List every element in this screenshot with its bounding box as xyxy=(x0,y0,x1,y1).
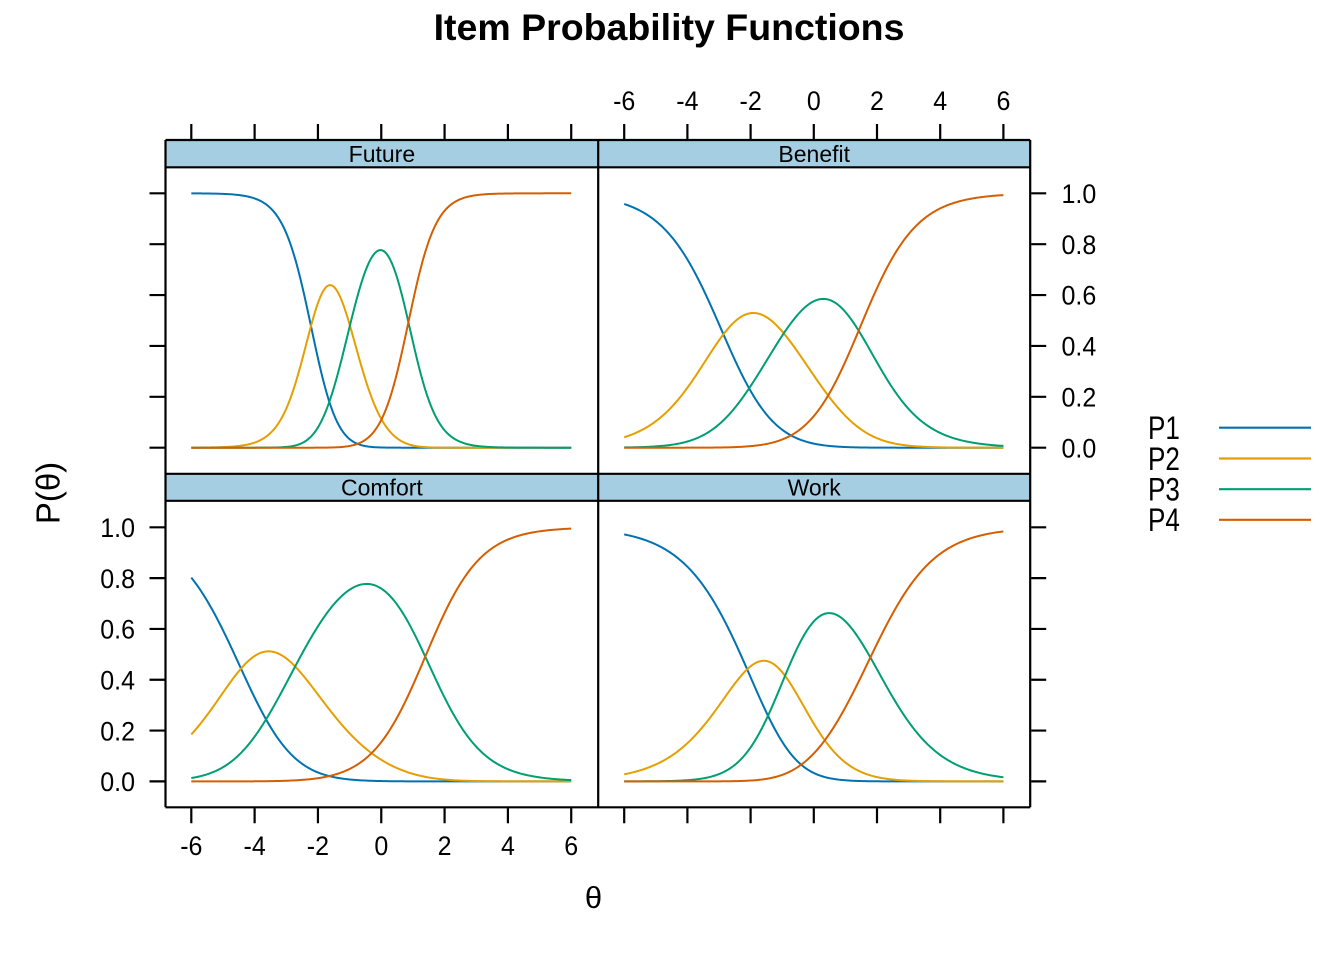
svg-text:Item Probability Functions: Item Probability Functions xyxy=(434,6,905,48)
svg-text:-2: -2 xyxy=(739,85,761,116)
svg-text:6: 6 xyxy=(996,85,1010,116)
svg-text:-4: -4 xyxy=(676,85,698,116)
svg-text:0: 0 xyxy=(374,830,388,861)
svg-text:θ: θ xyxy=(585,880,602,915)
svg-text:0.4: 0.4 xyxy=(1062,331,1097,362)
svg-text:P4: P4 xyxy=(1148,503,1180,539)
svg-text:0.8: 0.8 xyxy=(100,563,135,594)
svg-text:P2: P2 xyxy=(1148,441,1180,477)
svg-text:P1: P1 xyxy=(1148,411,1180,447)
svg-text:4: 4 xyxy=(933,85,947,116)
svg-text:0: 0 xyxy=(807,85,821,116)
svg-text:P(θ): P(θ) xyxy=(30,462,67,524)
svg-text:1.0: 1.0 xyxy=(1062,178,1097,209)
svg-text:-6: -6 xyxy=(613,85,635,116)
svg-text:0.2: 0.2 xyxy=(100,715,135,746)
svg-text:0.6: 0.6 xyxy=(100,614,135,645)
svg-text:Work: Work xyxy=(788,475,842,501)
svg-text:Comfort: Comfort xyxy=(341,475,423,501)
svg-text:Future: Future xyxy=(349,141,415,167)
svg-text:2: 2 xyxy=(438,830,452,861)
svg-text:1.0: 1.0 xyxy=(100,512,135,543)
svg-text:0.4: 0.4 xyxy=(100,664,135,695)
svg-text:4: 4 xyxy=(501,830,515,861)
svg-text:-6: -6 xyxy=(180,830,202,861)
svg-text:-2: -2 xyxy=(307,830,329,861)
svg-text:0.6: 0.6 xyxy=(1062,280,1097,311)
svg-text:Benefit: Benefit xyxy=(778,141,850,167)
svg-text:0.8: 0.8 xyxy=(1062,229,1097,260)
svg-text:2: 2 xyxy=(870,85,884,116)
svg-text:0.2: 0.2 xyxy=(1062,381,1097,412)
svg-text:P3: P3 xyxy=(1148,472,1180,508)
svg-text:-4: -4 xyxy=(243,830,265,861)
svg-text:6: 6 xyxy=(564,830,578,861)
svg-text:0.0: 0.0 xyxy=(1062,432,1097,463)
svg-text:0.0: 0.0 xyxy=(100,766,135,797)
